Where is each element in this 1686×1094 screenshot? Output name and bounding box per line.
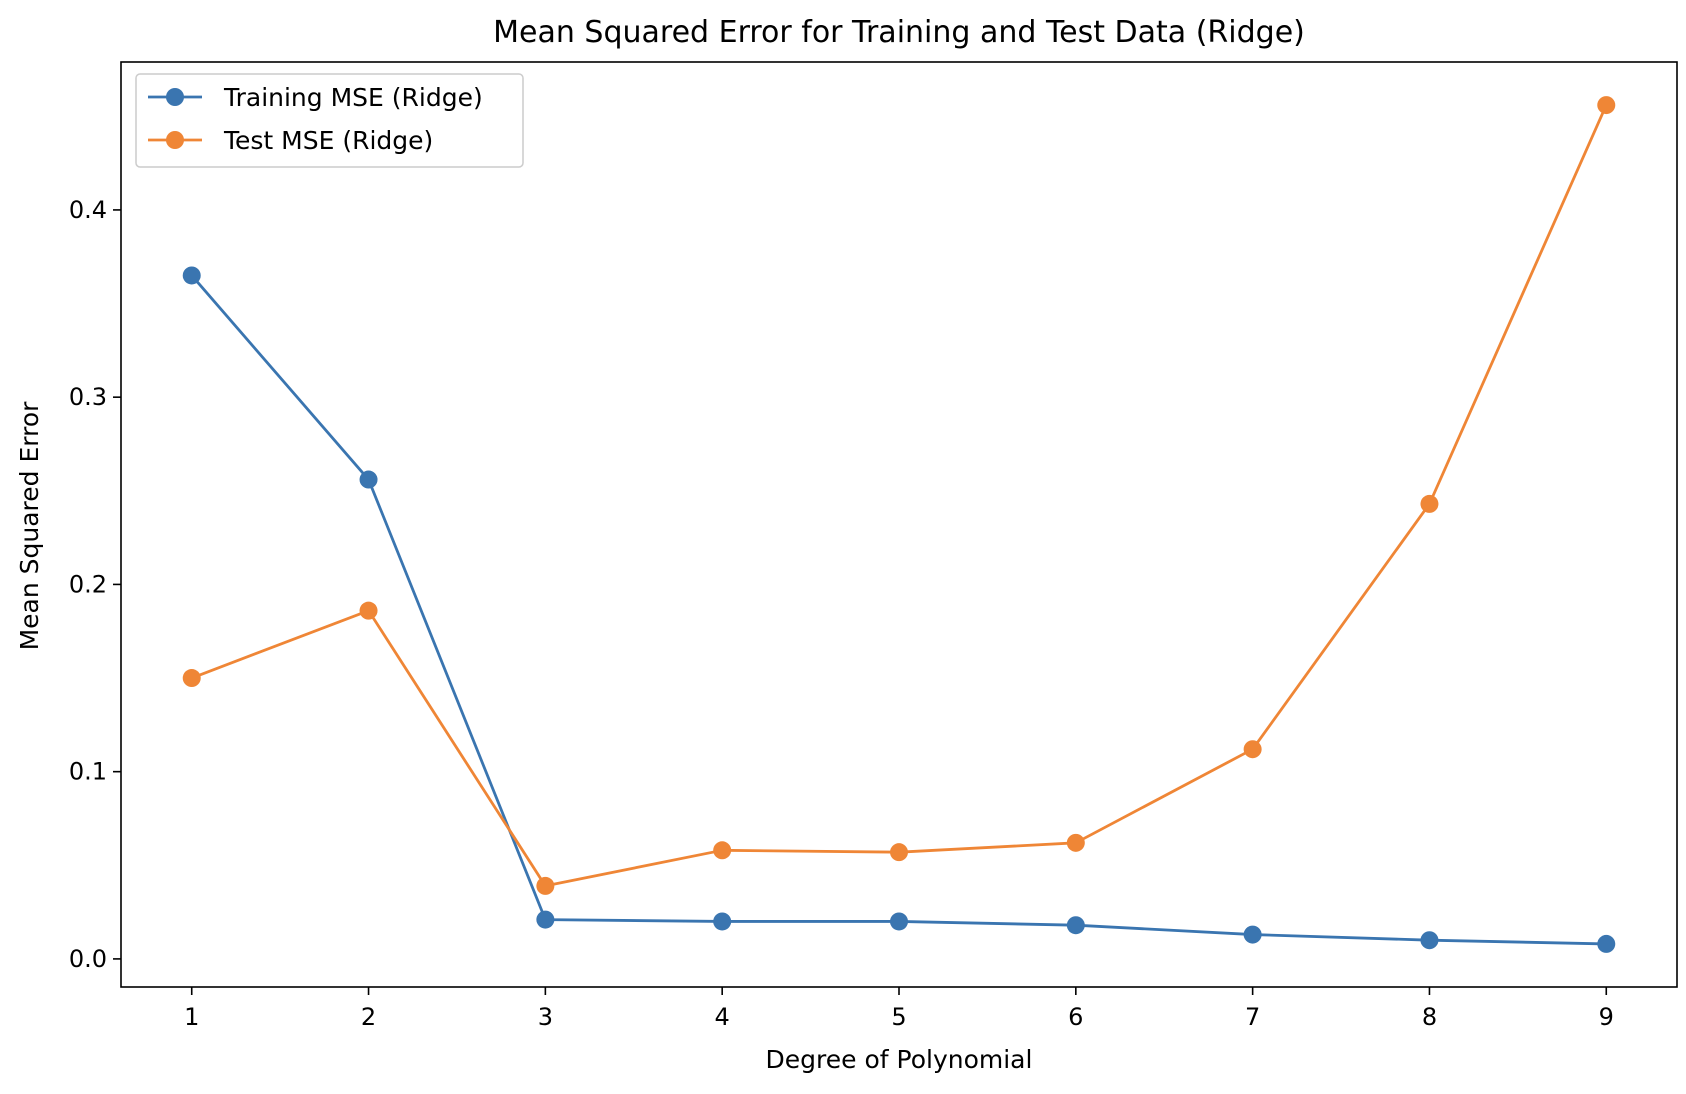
y-tick-label: 0.0: [69, 945, 107, 973]
data-point-series-2: [1420, 494, 1439, 513]
y-axis-label: Mean Squared Error: [15, 401, 44, 651]
data-point-series-2: [1597, 96, 1616, 115]
legend-label: Training MSE (Ridge): [223, 83, 483, 112]
x-tick-label: 3: [538, 1003, 553, 1031]
x-tick-label: 1: [184, 1003, 199, 1031]
data-point-series-1: [536, 910, 555, 929]
x-tick-label: 8: [1422, 1003, 1437, 1031]
data-point-series-1: [1420, 931, 1439, 950]
y-tick-label: 0.2: [69, 570, 107, 598]
data-point-series-2: [182, 669, 201, 688]
x-tick-label: 6: [1068, 1003, 1083, 1031]
legend-swatch-marker: [166, 131, 184, 149]
y-axis-ticks: 0.0 0.1 0.2 0.3 0.4: [69, 196, 121, 973]
legend: Training MSE (Ridge) Test MSE (Ridge): [135, 73, 524, 168]
legend-label: Test MSE (Ridge): [223, 126, 433, 155]
chart-title: Mean Squared Error for Training and Test…: [493, 15, 1305, 50]
x-tick-label: 4: [715, 1003, 730, 1031]
x-tick-label: 5: [891, 1003, 906, 1031]
data-point-series-2: [713, 841, 732, 860]
data-point-series-1: [182, 266, 201, 285]
data-point-series-2: [536, 876, 555, 895]
series-layer: [182, 96, 1616, 953]
data-point-series-1: [359, 470, 378, 489]
data-point-series-2: [1243, 740, 1262, 759]
plot-area-frame: [120, 61, 1678, 988]
x-tick-label: 7: [1245, 1003, 1260, 1031]
x-tick-label: 2: [361, 1003, 376, 1031]
y-tick-label: 0.1: [69, 758, 107, 786]
y-tick-label: 0.4: [69, 196, 107, 224]
y-tick-label: 0.3: [69, 383, 107, 411]
x-tick-label: 9: [1599, 1003, 1614, 1031]
x-axis-label: Degree of Polynomial: [766, 1045, 1033, 1074]
data-point-series-1: [713, 912, 732, 931]
legend-swatch-marker: [166, 88, 184, 106]
x-axis-ticks: 1 2 3 4 5 6 7 8 9: [184, 987, 1614, 1031]
data-point-series-1: [1243, 925, 1262, 944]
data-point-series-2: [890, 843, 908, 862]
legend-box: [135, 73, 524, 168]
data-point-series-1: [1066, 916, 1085, 935]
data-point-series-2: [359, 601, 378, 620]
data-point-series-1: [890, 912, 908, 931]
data-point-series-2: [1066, 833, 1085, 852]
data-point-series-1: [1597, 934, 1616, 953]
